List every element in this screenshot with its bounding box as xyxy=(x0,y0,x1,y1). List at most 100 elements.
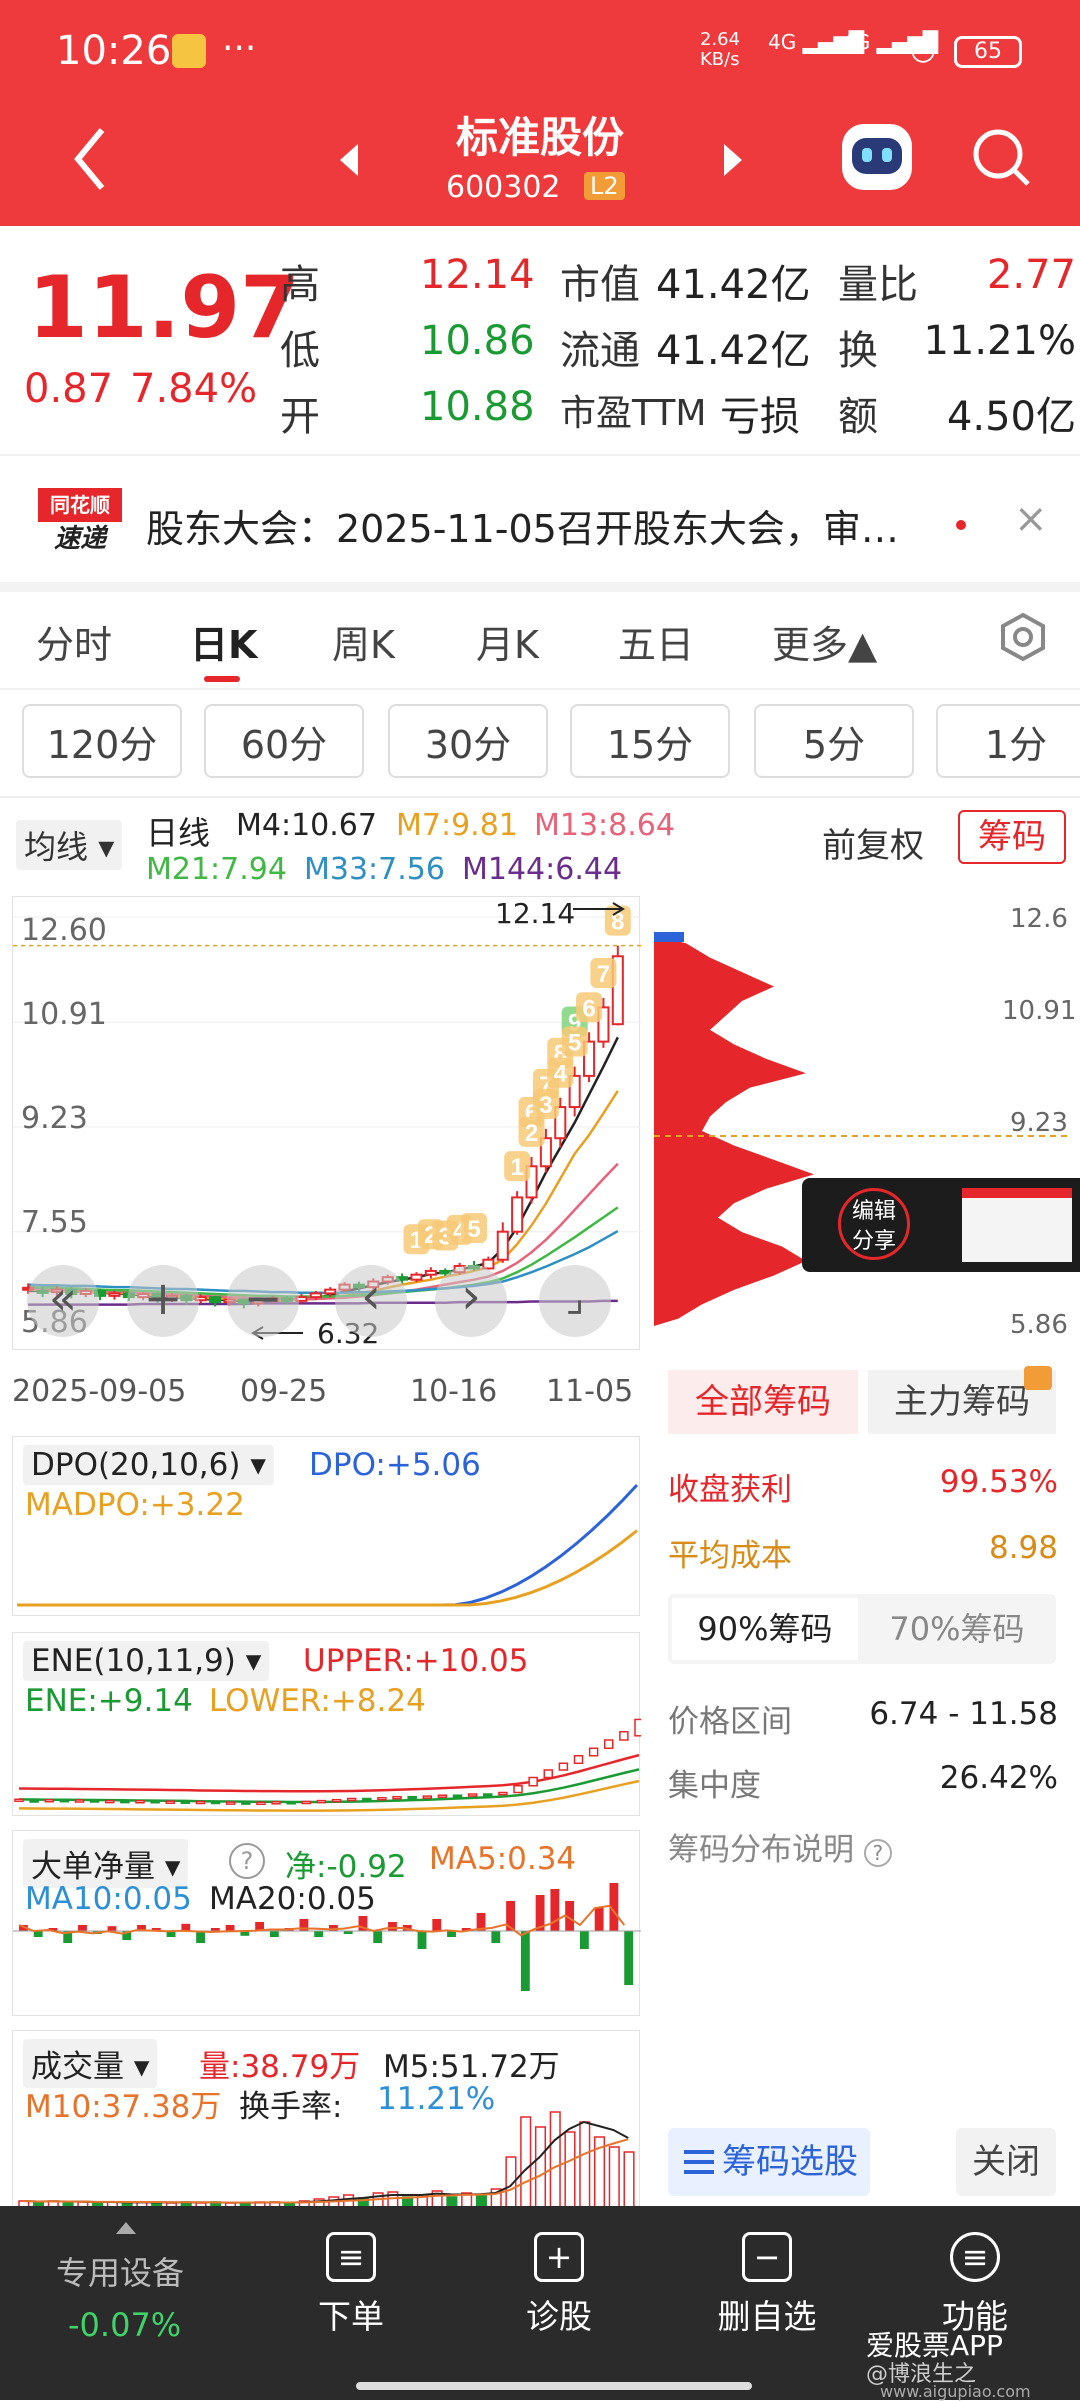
dpo-value: DPO:+5.06 xyxy=(309,1447,481,1483)
ene-candle xyxy=(316,1799,327,1804)
chip-screen-button[interactable]: 筹码选股 xyxy=(668,2128,870,2196)
madpo-value: MADPO:+3.22 xyxy=(25,1487,245,1523)
ene-candle xyxy=(588,1747,599,1757)
big-order-dropdown[interactable]: 大单净量 ▾ xyxy=(23,1839,189,1888)
candle xyxy=(108,1292,121,1297)
big-order-ma5-line xyxy=(18,1904,626,1937)
candle xyxy=(209,1296,222,1304)
step-next-button[interactable]: › xyxy=(435,1265,507,1337)
nine-turn-label: 6 xyxy=(576,992,603,1023)
expand-icon[interactable] xyxy=(116,2222,136,2234)
edit-share-button[interactable]: 编辑 分享 xyxy=(838,1188,910,1260)
tab-daily-k[interactable]: 日K xyxy=(190,623,258,667)
ma-dropdown[interactable]: 均线 ▾ xyxy=(16,820,123,870)
chip-toggle-button[interactable]: 筹码 xyxy=(958,810,1066,864)
chip-explain-link[interactable]: 筹码分布说明 ? xyxy=(668,1824,892,1869)
minute-30-button[interactable]: 30分 xyxy=(388,704,548,778)
step-prev-button[interactable]: ‹ xyxy=(335,1265,407,1337)
subtab-90[interactable]: 90%筹码 xyxy=(672,1598,858,1660)
minute-5-button[interactable]: 5分 xyxy=(754,704,914,778)
candle xyxy=(539,1137,552,1168)
dpo-dropdown[interactable]: DPO(20,10,6) ▾ xyxy=(23,1445,274,1485)
subtab-70[interactable]: 70%筹码 xyxy=(889,1610,1025,1648)
ene-candle xyxy=(392,1795,402,1800)
diagnose-button[interactable]: + 诊股 xyxy=(474,2232,644,2338)
big-order-bar xyxy=(624,1931,634,1985)
functions-button[interactable]: ≡ 功能 xyxy=(890,2232,1060,2338)
period-label: 日线 xyxy=(146,814,211,852)
y-tick-1: 12.60 xyxy=(21,913,107,948)
volume-panel[interactable]: 成交量 ▾ 量:38.79万 M5:51.72万 M10:37.38万 换手率:… xyxy=(12,2030,640,2208)
back-icon[interactable] xyxy=(70,124,110,194)
order-button[interactable]: ≡ 下单 xyxy=(266,2232,436,2338)
ths-logo: 同花顺 速递 xyxy=(38,488,122,558)
tab-weekly-k[interactable]: 周K xyxy=(332,623,395,667)
signal-icon: 4G ▂▄▆█ xyxy=(768,30,865,54)
chip-tab-all[interactable]: 全部筹码 xyxy=(668,1370,858,1434)
news-ticker[interactable]: 同花顺 速递 股东大会：2025-11-05召开股东大会，审… × xyxy=(0,462,1080,582)
remove-icon: − xyxy=(742,2232,792,2282)
next-stock-icon[interactable] xyxy=(720,142,744,178)
stat-concentration: 集中度 26.42% xyxy=(668,1760,1058,1804)
prev-stock-icon[interactable] xyxy=(338,142,362,178)
fullscreen-button[interactable]: ⌟ xyxy=(539,1265,611,1337)
ene-candle xyxy=(619,1731,629,1741)
edit-share-popup[interactable]: 编辑 分享 xyxy=(802,1178,1080,1272)
big-order-bar xyxy=(388,1922,397,1931)
quote-label-high: 高 xyxy=(280,262,320,308)
tab-more[interactable]: 更多▲ xyxy=(772,623,878,667)
minute-15-button[interactable]: 15分 xyxy=(570,704,730,778)
scroll-back-button[interactable]: « xyxy=(27,1265,99,1337)
settings-icon[interactable] xyxy=(998,612,1048,662)
candle xyxy=(309,1292,322,1299)
assistant-robot-icon[interactable] xyxy=(842,124,912,190)
dpo-panel[interactable]: DPO(20,10,6) ▾ DPO:+5.06 MADPO:+3.22 xyxy=(12,1436,640,1616)
news-text: 股东大会：2025-11-05召开股东大会，审… xyxy=(146,507,899,551)
adjust-mode[interactable]: 前复权 xyxy=(822,826,924,866)
ma-line-m33 xyxy=(28,1229,619,1295)
search-icon[interactable] xyxy=(970,126,1034,190)
tab-five-day[interactable]: 五日 xyxy=(618,623,695,667)
zoom-in-button[interactable]: + xyxy=(127,1265,199,1337)
ene-dropdown[interactable]: ENE(10,11,9) ▾ xyxy=(23,1641,270,1681)
candle xyxy=(410,1273,423,1281)
big-order-bar xyxy=(314,1931,324,1937)
volume-bar xyxy=(579,2121,591,2208)
ene-candle xyxy=(331,1798,342,1803)
minute-1-button[interactable]: 1分 xyxy=(936,704,1080,778)
svg-text:3: 3 xyxy=(539,1092,552,1119)
ene-candle xyxy=(256,1801,266,1805)
ma-m13: M13:8.64 xyxy=(534,808,675,843)
tab-intraday[interactable]: 分时 xyxy=(36,623,113,667)
minute-60-button[interactable]: 60分 xyxy=(204,704,364,778)
big-order-bar xyxy=(476,1913,486,1931)
chip-close-button[interactable]: 关闭 xyxy=(956,2128,1056,2196)
big-order-panel[interactable]: 大单净量 ▾ ? 净:-0.92 MA5:0.34 MA10:0.05 MA20… xyxy=(12,1830,641,2016)
status-bar: 10:26 ··· 2.64 KB/s 4G ▂▄▆█ 4G ▂▄▆█ ◔ 65 xyxy=(0,0,1080,104)
help-icon[interactable]: ? xyxy=(229,1843,265,1879)
zoom-out-button[interactable]: − xyxy=(227,1265,299,1337)
ma-m4: M4:10.67 xyxy=(236,808,377,843)
big-order-bar xyxy=(343,1931,353,1934)
big-order-bar xyxy=(48,1928,58,1931)
svg-text:7: 7 xyxy=(597,961,610,988)
remove-watchlist-button[interactable]: − 删自选 xyxy=(682,2232,852,2338)
minute-120-button[interactable]: 120分 xyxy=(22,704,182,778)
ma-m144: M144:6.44 xyxy=(462,852,623,887)
home-indicator xyxy=(356,2382,752,2390)
tab-monthly-k[interactable]: 月K xyxy=(476,623,539,667)
x-tick-1: 2025-09-05 xyxy=(12,1374,187,1409)
candle xyxy=(611,955,624,1026)
close-icon[interactable]: × xyxy=(1014,496,1048,542)
ene-panel[interactable]: ENE(10,11,9) ▾ UPPER:+10.05 ENE:+9.14 LO… xyxy=(12,1632,644,1816)
sector-name[interactable]: 专用设备 xyxy=(56,2254,185,2292)
turnover-label: 换手率: xyxy=(239,2089,343,2125)
period-tabs: 分时 日K 周K 月K 五日 更多▲ xyxy=(0,608,1080,682)
volume-dropdown[interactable]: 成交量 ▾ xyxy=(23,2039,158,2088)
ene-candle xyxy=(195,1800,206,1805)
quote-label-low: 低 xyxy=(280,328,320,374)
ma-m21: M21:7.94 xyxy=(146,852,287,887)
ene-candle xyxy=(437,1794,448,1798)
